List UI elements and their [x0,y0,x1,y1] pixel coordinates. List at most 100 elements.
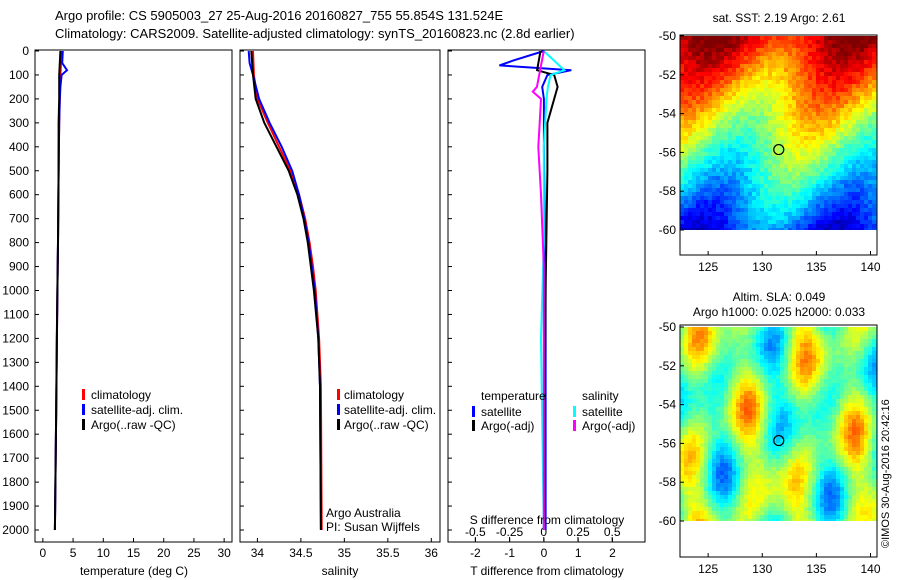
heatmap-cell [696,363,700,367]
heatmap-cell [772,36,776,40]
heatmap-cell [848,132,852,136]
heatmap-cell [756,220,760,224]
heatmap-cell [860,355,864,359]
heatmap-cell [860,108,864,112]
heatmap-cell [788,152,792,156]
heatmap-cell [748,359,752,363]
heatmap-cell [764,411,768,415]
heatmap-cell [780,487,784,491]
heatmap-cell [780,451,784,455]
heatmap-cell [868,200,872,204]
heatmap-cell [868,48,872,52]
heatmap-cell [788,44,792,48]
heatmap-cell [872,415,876,419]
heatmap-cell [740,495,744,499]
heatmap-cell [800,92,804,96]
heatmap-cell [832,395,836,399]
heatmap-cell [720,224,724,228]
heatmap-cell [784,184,788,188]
heatmap-cell [712,375,716,379]
heatmap-cell [688,40,692,44]
heatmap-cell [724,88,728,92]
heatmap-cell [704,96,708,100]
heatmap-cell [808,487,812,491]
heatmap-cell [768,104,772,108]
heatmap-cell [680,327,684,331]
heatmap-cell [736,387,740,391]
heatmap-cell [824,339,828,343]
heatmap-cell [804,48,808,52]
heatmap-cell [764,471,768,475]
heatmap-cell [820,180,824,184]
heatmap-cell [816,343,820,347]
heatmap-cell [792,144,796,148]
heatmap-cell [716,451,720,455]
heatmap-cell [716,168,720,172]
heatmap-cell [840,395,844,399]
heatmap-cell [836,196,840,200]
heatmap-cell [684,64,688,68]
heatmap-cell [780,200,784,204]
heatmap-cell [848,76,852,80]
heatmap-cell [816,100,820,104]
heatmap-cell [856,447,860,451]
heatmap-cell [704,112,708,116]
heatmap-cell [772,76,776,80]
heatmap-cell [680,36,684,40]
heatmap-cell [804,507,808,511]
heatmap-cell [808,76,812,80]
heatmap-cell [856,367,860,371]
heatmap-cell [724,499,728,503]
heatmap-cell [724,48,728,52]
heatmap-cell [808,144,812,148]
heatmap-cell [864,467,868,471]
heatmap-cell [868,184,872,188]
heatmap-cell [800,499,804,503]
heatmap-cell [732,152,736,156]
heatmap-cell [848,475,852,479]
heatmap-cell [872,84,876,88]
heatmap-cell [692,204,696,208]
heatmap-cell [852,483,856,487]
heatmap-cell [828,351,832,355]
heatmap-cell [804,387,808,391]
heatmap-cell [732,419,736,423]
heatmap-cell [684,331,688,335]
heatmap-cell [760,72,764,76]
heatmap-cell [824,140,828,144]
heatmap-cell [832,128,836,132]
heatmap-cell [864,339,868,343]
heatmap-cell [852,399,856,403]
heatmap-cell [784,176,788,180]
heatmap-cell [724,168,728,172]
heatmap-cell [704,483,708,487]
heatmap-cell [820,479,824,483]
heatmap-cell [768,335,772,339]
heatmap-cell [752,415,756,419]
heatmap-cell [856,184,860,188]
heatmap-cell [716,391,720,395]
heatmap-cell [768,208,772,212]
heatmap-cell [700,164,704,168]
heatmap-cell [748,116,752,120]
heatmap-cell [732,467,736,471]
heatmap-cell [808,515,812,519]
heatmap-cell [684,140,688,144]
heatmap-cell [732,44,736,48]
heatmap-cell [828,152,832,156]
heatmap-cell [732,427,736,431]
heatmap-cell [732,463,736,467]
heatmap-cell [688,52,692,56]
heatmap-cell [796,108,800,112]
heatmap-cell [832,399,836,403]
heatmap-cell [704,132,708,136]
heatmap-cell [752,96,756,100]
heatmap-cell [768,459,772,463]
heatmap-cell [752,499,756,503]
heatmap-cell [852,216,856,220]
heatmap-cell [764,431,768,435]
heatmap-cell [760,355,764,359]
heatmap-cell [748,351,752,355]
heatmap-cell [856,387,860,391]
heatmap-cell [704,172,708,176]
